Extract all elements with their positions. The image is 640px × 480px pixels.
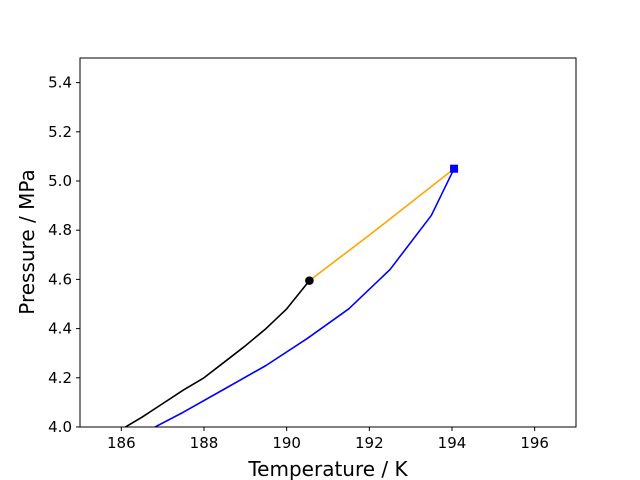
y-tick-label: 5.4 (48, 74, 72, 92)
circle-marker-0 (305, 276, 314, 285)
x-tick-label: 186 (107, 434, 136, 452)
x-tick-label: 188 (190, 434, 219, 452)
x-tick-label: 196 (520, 434, 549, 452)
y-tick-label: 5.0 (48, 172, 72, 190)
y-tick-label: 4.4 (48, 320, 72, 338)
x-tick-label: 192 (355, 434, 384, 452)
x-tick-label: 194 (438, 434, 467, 452)
y-tick-label: 4.6 (48, 270, 72, 288)
y-tick-label: 4.0 (48, 418, 72, 436)
x-axis-label: Temperature / K (247, 457, 408, 480)
y-axis-label: Pressure / MPa (15, 169, 39, 315)
square-marker-1 (450, 164, 459, 173)
series-line-2 (153, 167, 455, 427)
marker-layer (305, 164, 459, 285)
series-line-0 (123, 279, 311, 427)
y-tick-label: 4.2 (48, 369, 72, 387)
plot-frame (79, 57, 577, 428)
x-tick-label: 190 (272, 434, 301, 452)
y-axis-ticks: 4.0 4.2 4.4 4.6 4.8 5.0 5.2 5.4 (48, 74, 80, 436)
series-layer (123, 167, 455, 427)
x-axis-ticks: 186 188 190 192 194 196 (107, 427, 549, 452)
series-line-1 (308, 167, 455, 282)
y-tick-label: 5.2 (48, 123, 72, 141)
y-tick-label: 4.8 (48, 221, 72, 239)
